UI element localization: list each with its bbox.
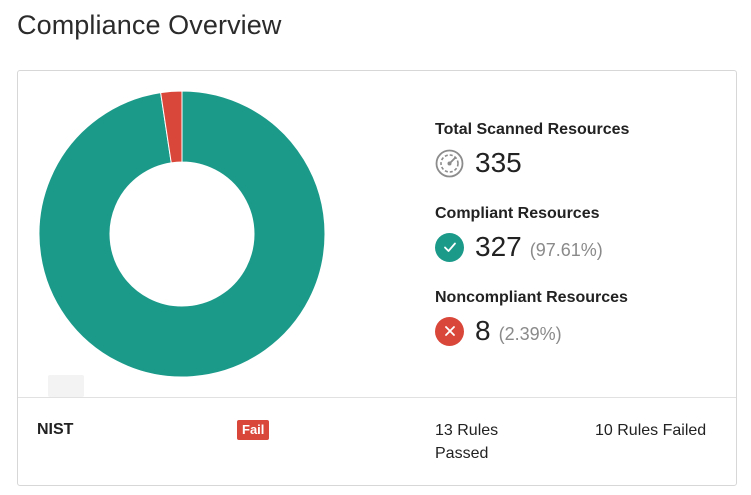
standard-name: NIST xyxy=(37,421,74,438)
rules-passed: 13 Rules Passed xyxy=(435,422,499,462)
stat-compliant-percent: (97.61%) xyxy=(529,239,603,260)
compliance-donut-chart xyxy=(38,90,326,378)
donut-slice-noncompliant[interactable] xyxy=(160,90,183,164)
rules-failed: 10 Rules Failed xyxy=(595,422,707,439)
stat-noncompliant-percent: (2.39%) xyxy=(498,323,562,344)
stat-total-label: Total Scanned Resources xyxy=(435,121,630,138)
stat-compliant-label: Compliant Resources xyxy=(435,205,600,222)
card-divider xyxy=(18,397,736,398)
legend-placeholder xyxy=(48,375,84,397)
stat-total: Total Scanned Resources 335 xyxy=(435,120,725,204)
stat-total-value: 335 xyxy=(475,147,522,178)
stat-compliant: Compliant Resources 327 (97.61%) xyxy=(435,204,725,288)
stat-noncompliant-label: Noncompliant Resources xyxy=(435,289,628,306)
check-icon xyxy=(435,232,464,262)
standard-row[interactable]: NIST Fail 13 Rules Passed 10 Rules Faile… xyxy=(18,398,736,486)
stat-noncompliant-value: 8 xyxy=(475,315,491,346)
stat-compliant-value: 327 xyxy=(475,231,522,262)
gauge-icon xyxy=(435,149,464,178)
page-title: Compliance Overview xyxy=(17,10,282,40)
x-icon xyxy=(435,316,464,346)
status-badge: Fail xyxy=(237,420,270,440)
compliance-card: Total Scanned Resources 335 Compliant Re… xyxy=(17,70,737,486)
stats-panel: Total Scanned Resources 335 Compliant Re… xyxy=(435,120,725,372)
stat-noncompliant: Noncompliant Resources 8 (2.39%) xyxy=(435,288,725,372)
donut-slice-compliant[interactable] xyxy=(38,90,326,378)
